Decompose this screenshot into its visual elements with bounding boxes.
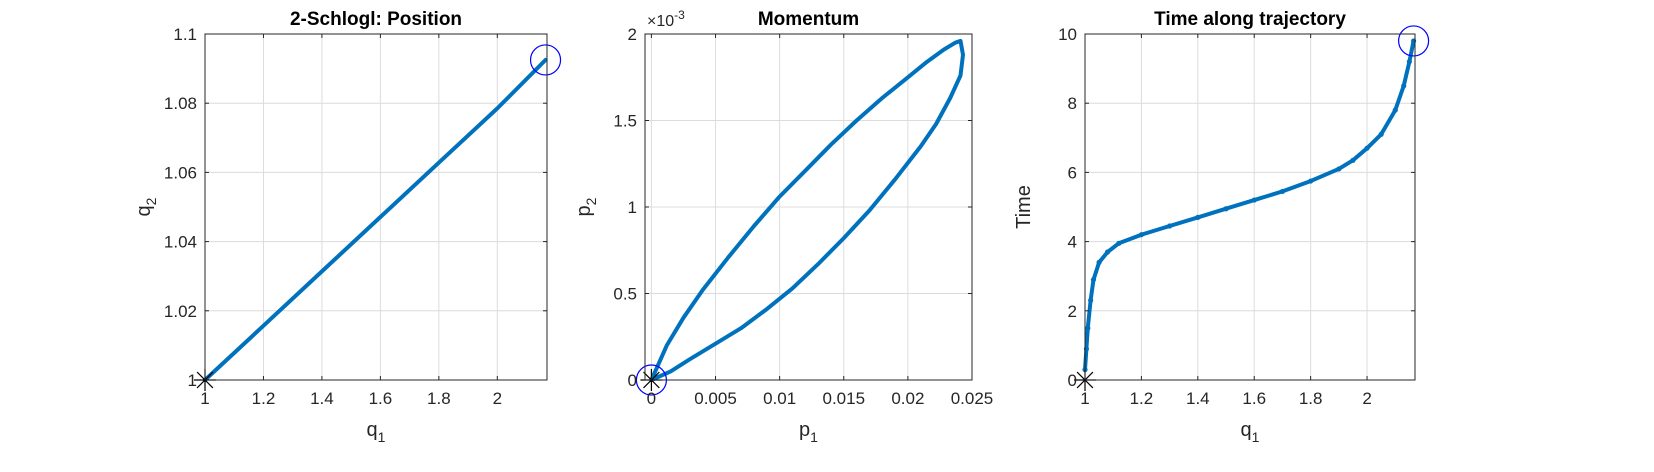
ticks	[204, 33, 547, 381]
axes-background	[205, 34, 547, 380]
data-point	[1350, 157, 1356, 163]
data-point	[1104, 249, 1111, 255]
panels: 1 1.2 1.4 1.6 1.8 2 1 1.02 1.04 1.06 1.08 1.1 2-Schl…	[133, 8, 1430, 445]
x-axis-label-subscript: 1	[810, 429, 818, 445]
data-point	[1364, 145, 1370, 151]
x-tick-label: 1.4	[1186, 389, 1210, 408]
x-tick-label: 2	[493, 389, 502, 408]
y-tick-label: 2	[1068, 302, 1077, 321]
axes-box	[204, 33, 548, 381]
y-axis-label-subscript: 2	[143, 197, 159, 205]
y-axis-label: Time	[1013, 185, 1035, 229]
x-tick-label: 0.02	[891, 389, 924, 408]
x-tick-label: 0	[647, 389, 656, 408]
data-point	[1223, 206, 1229, 212]
x-axis-label-subscript: 1	[1252, 429, 1260, 445]
x-tick-label: 1	[1080, 389, 1089, 408]
end-marker-circle	[1397, 25, 1430, 57]
y-tick-label: 0.5	[613, 285, 637, 304]
y-axis-label-base: q	[133, 205, 155, 216]
y-axis-exponent: ×10-3	[647, 8, 685, 30]
y-tick-label: 10	[1058, 25, 1077, 44]
data-point	[1336, 166, 1342, 172]
axes-box	[1084, 33, 1416, 381]
x-tick-label: 1.8	[1299, 389, 1323, 408]
chart-title: Momentum	[758, 9, 859, 30]
data-point	[1096, 259, 1102, 265]
y-axis-label-base: Time	[1013, 185, 1035, 229]
x-axis-label-base: q	[1241, 419, 1252, 441]
y-tick-label: 8	[1068, 94, 1077, 113]
x-tick-label: 0.015	[822, 389, 865, 408]
x-tick-label: 1.2	[1130, 389, 1154, 408]
x-axis-label-base: p	[799, 419, 810, 441]
y-axis-label-subscript: 2	[583, 197, 599, 205]
data-point	[1406, 59, 1412, 65]
x-tick-label: 0.025	[951, 389, 994, 408]
y-axis-exponent-base: ×10	[647, 13, 674, 30]
x-tick-label: 1.6	[1242, 389, 1266, 408]
chart-panel-3: 1 1.2 1.4 1.6 1.8 2 0 2 4 6 8 10 Time along trajecto…	[1013, 9, 1430, 445]
grid	[205, 34, 547, 380]
x-axis-label: q1	[367, 419, 386, 445]
data-point	[1392, 107, 1398, 113]
data-point	[1279, 188, 1286, 195]
end-marker-circle	[529, 44, 562, 76]
data-point	[1308, 178, 1314, 184]
data-point	[1167, 223, 1173, 229]
x-tick-label: 0.005	[694, 389, 737, 408]
data-point	[1116, 240, 1122, 246]
y-tick-label: 1.1	[173, 25, 197, 44]
series-line	[203, 58, 548, 382]
y-tick-label: 1.02	[164, 302, 197, 321]
x-axis-label-base: q	[367, 419, 378, 441]
y-tick-label: 1.08	[164, 94, 197, 113]
data-point	[1251, 197, 1257, 203]
y-tick-label: 1	[628, 198, 637, 217]
data-point	[1090, 277, 1097, 283]
data-point	[1138, 232, 1145, 238]
data-point	[1088, 297, 1094, 304]
series-line	[649, 38, 965, 382]
chart-title: Time along trajectory	[1154, 9, 1346, 30]
chart-panel-1: 1 1.2 1.4 1.6 1.8 2 1 1.02 1.04 1.06 1.08 1.1 2-Schl…	[133, 9, 562, 445]
y-tick-label: 1	[188, 371, 197, 390]
y-tick-label: 4	[1068, 233, 1077, 252]
x-tick-label: 1.2	[252, 389, 276, 408]
x-axis-label: q1	[1241, 419, 1260, 445]
axes-background	[1085, 34, 1415, 380]
chart-title: 2-Schlogl: Position	[290, 9, 462, 30]
x-axis-label-subscript: 1	[378, 429, 386, 445]
x-tick-label: 0.01	[763, 389, 796, 408]
data-point	[1195, 214, 1201, 220]
x-tick-label: 1	[200, 389, 209, 408]
x-tick-label: 1.4	[310, 389, 334, 408]
x-axis-label: p1	[799, 419, 818, 445]
y-tick-label: 6	[1068, 163, 1077, 182]
y-tick-label: 0	[1068, 371, 1077, 390]
ticks	[645, 33, 973, 381]
y-tick-label: 1.04	[164, 233, 197, 252]
data-point	[1378, 131, 1384, 137]
ticks	[1084, 33, 1415, 381]
y-axis-label: q2	[133, 197, 159, 216]
y-axis-label-base: p	[573, 205, 595, 216]
data-point	[1401, 83, 1407, 89]
x-tick-label: 2	[1362, 389, 1371, 408]
y-tick-label: 2	[628, 25, 637, 44]
y-tick-label: 1.06	[164, 163, 197, 182]
x-tick-label: 1.6	[369, 389, 393, 408]
data-point	[1085, 325, 1091, 331]
chart-panel-2: 0 0.005 0.01 0.015 0.02 0.025 0 0.5 1 1.5 2 Momentu…	[573, 8, 993, 445]
y-tick-label: 1.5	[613, 112, 637, 131]
grid	[1085, 34, 1415, 380]
y-axis-exponent-power: -3	[674, 8, 685, 22]
y-axis-label: p2	[573, 197, 599, 216]
x-tick-label: 1.8	[427, 389, 451, 408]
y-tick-label: 0	[628, 371, 637, 390]
